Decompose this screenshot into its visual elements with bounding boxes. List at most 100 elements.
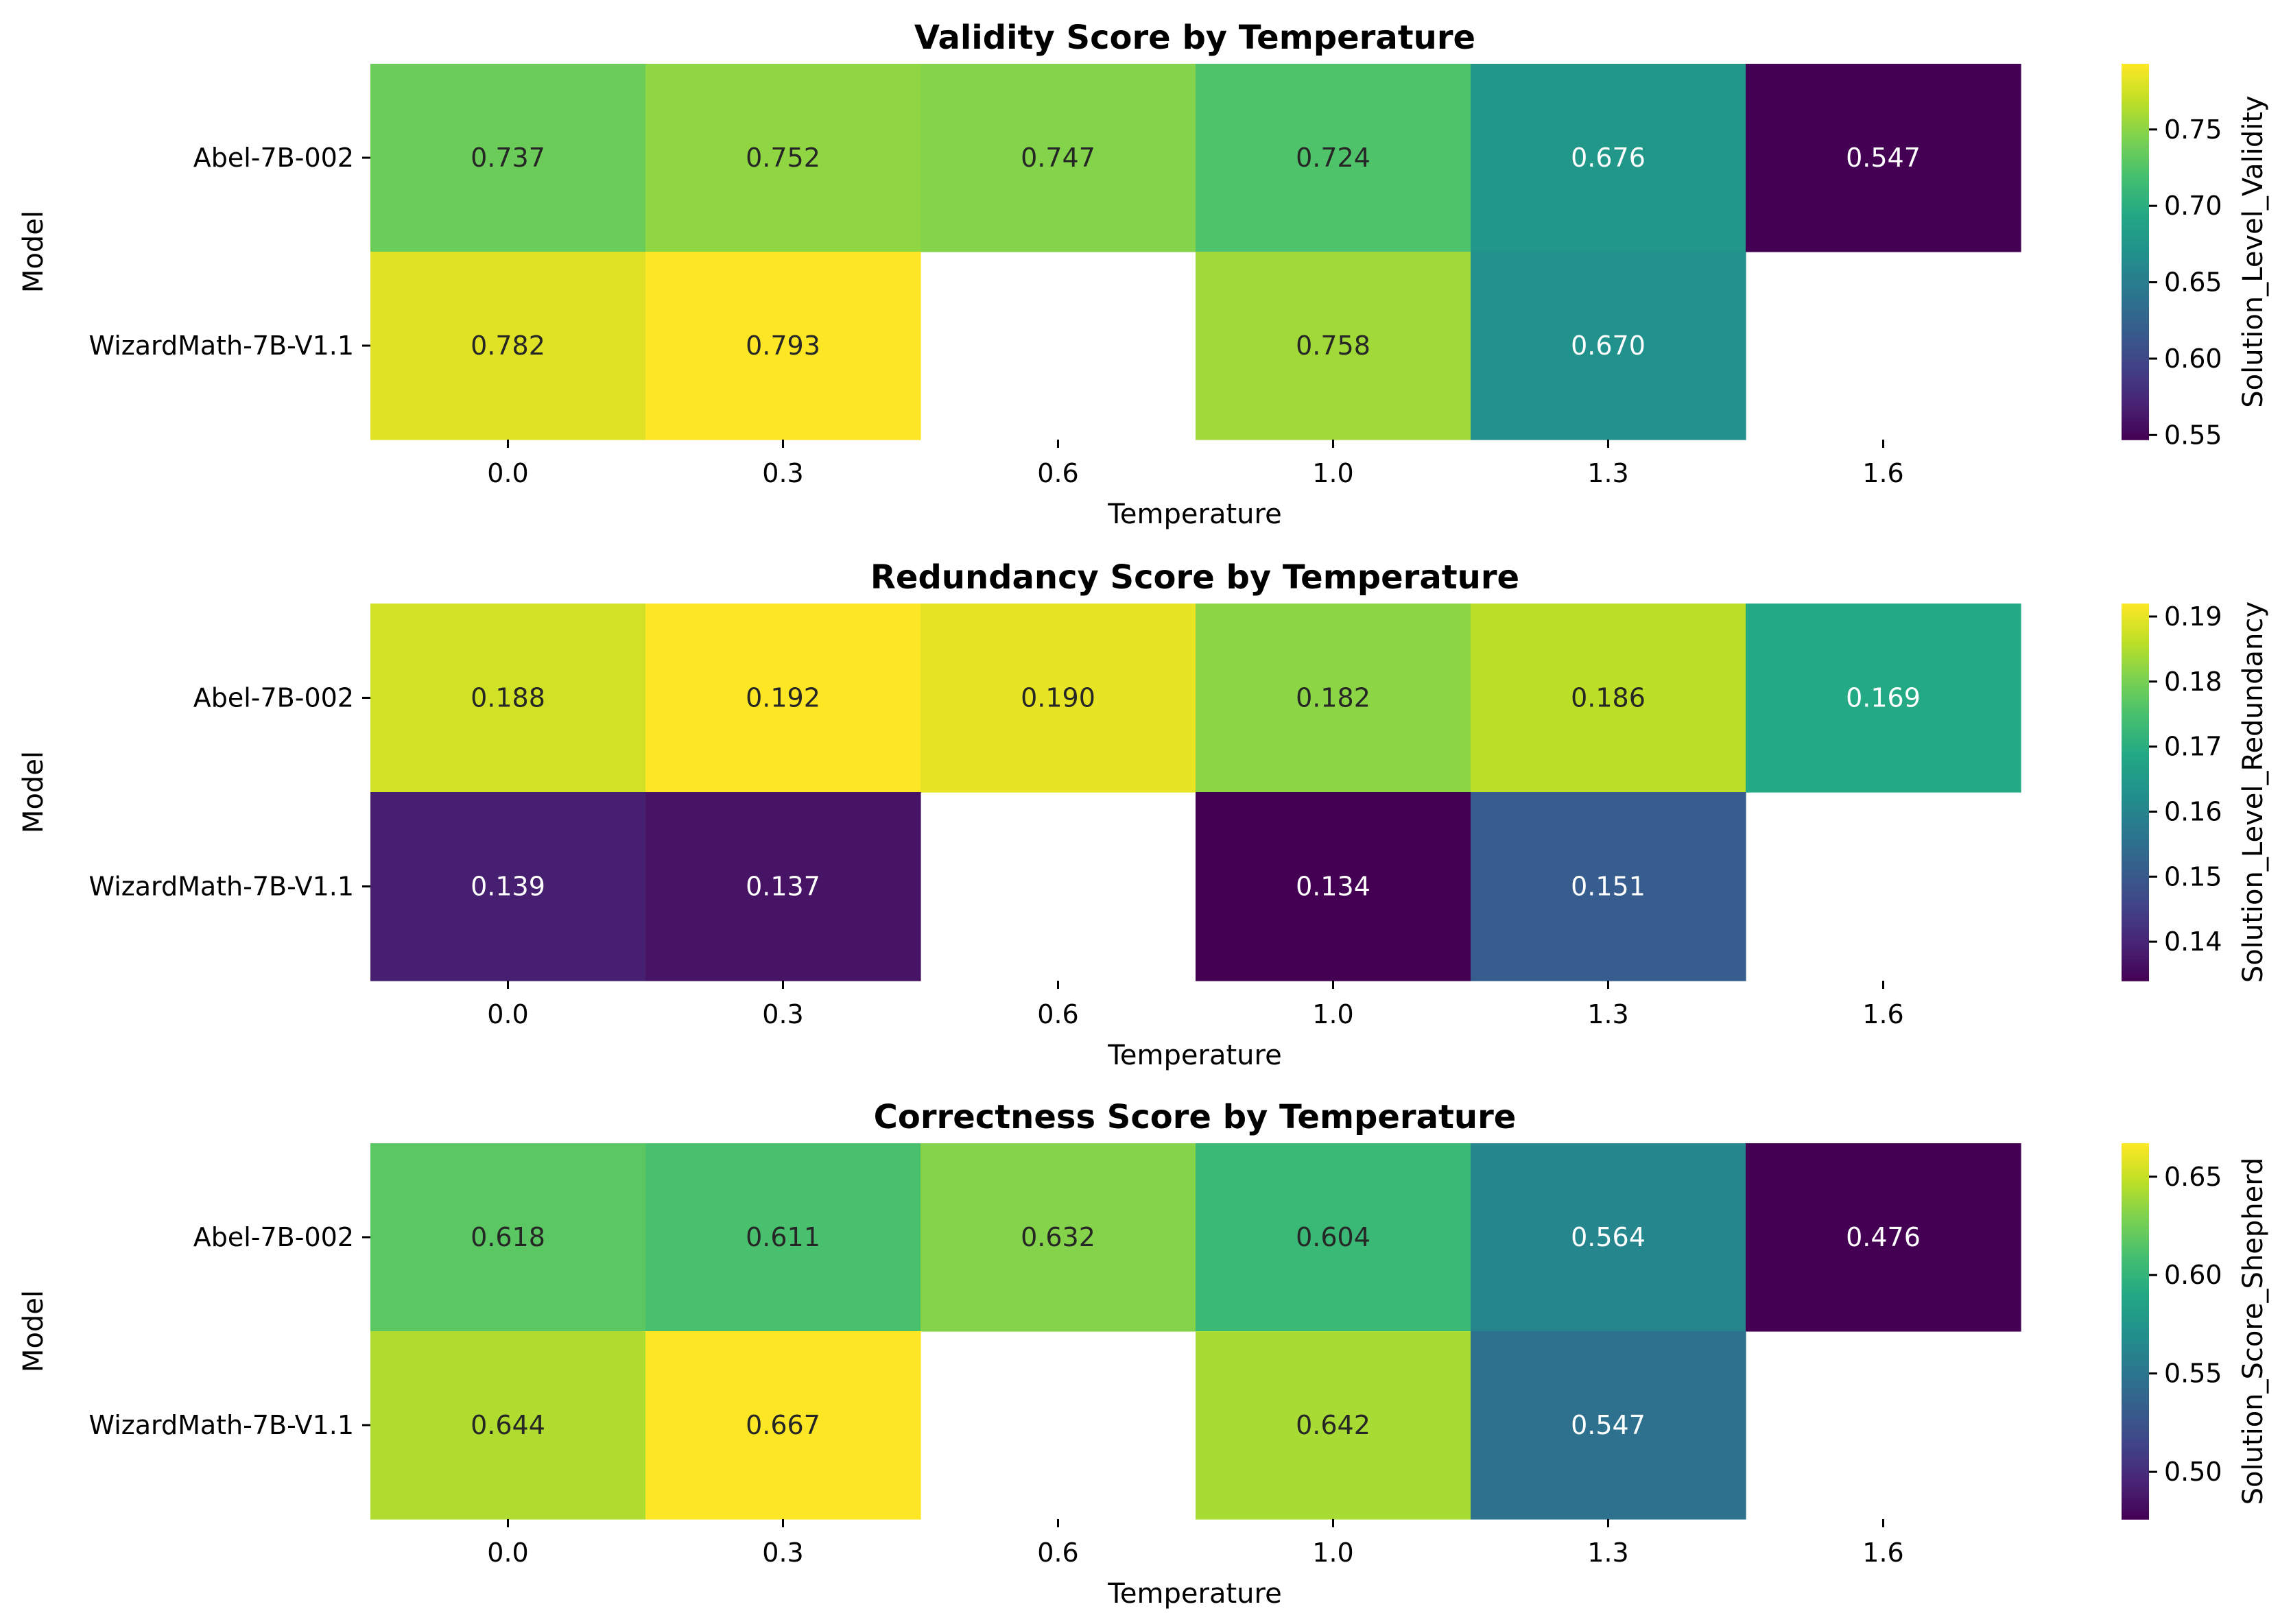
colorbar-segment [2122, 348, 2149, 353]
colorbar-segment [2122, 1162, 2149, 1166]
colorbar-segment [2122, 685, 2149, 689]
colorbar-segment [2122, 208, 2149, 212]
colorbar-segment [2122, 1250, 2149, 1254]
colorbar-segment [2122, 1462, 2149, 1467]
x-tick-label: 0.6 [1037, 458, 1078, 488]
colorbar-segment [2122, 870, 2149, 874]
colorbar-segment [2122, 85, 2149, 90]
colorbar-segment [2122, 663, 2149, 667]
colorbar-segment [2122, 164, 2149, 168]
colorbar-segment [2122, 248, 2149, 252]
cell-value-label: 0.670 [1571, 331, 1646, 361]
colorbar-segment [2122, 358, 2149, 362]
colorbar-segment [2122, 691, 2149, 695]
colorbar-segment [2122, 101, 2149, 106]
colorbar-segment [2122, 176, 2149, 180]
colorbar-segment [2122, 638, 2149, 642]
colorbar-segment [2122, 64, 2149, 68]
colorbar-segment [2122, 1190, 2149, 1194]
colorbar-segment [2122, 666, 2149, 671]
heatmap-cell [1471, 252, 1746, 440]
colorbar-segment [2122, 402, 2149, 406]
colorbar-segment [2122, 1331, 2149, 1335]
colorbar-segment [2122, 308, 2149, 312]
colorbar-segment [2122, 370, 2149, 374]
cell-value-label: 0.134 [1296, 872, 1370, 902]
colorbar-segment [2122, 261, 2149, 265]
x-tick-label: 1.6 [1862, 999, 1903, 1029]
colorbar-segment [2122, 236, 2149, 240]
colorbar-segment [2122, 98, 2149, 102]
colorbar-segment [2122, 971, 2149, 975]
colorbar-segment [2122, 1346, 2149, 1351]
colorbar-segment [2122, 701, 2149, 705]
colorbar-segment [2122, 710, 2149, 715]
cell-value-label: 0.611 [746, 1222, 820, 1252]
colorbar-segment [2122, 748, 2149, 752]
colorbar-label: Solution_Score_Shepherd [2237, 1158, 2269, 1505]
colorbar-segment [2122, 123, 2149, 128]
y-tick-label: WizardMath-7B-V1.1 [88, 872, 354, 902]
colorbar-segment [2122, 264, 2149, 268]
colorbar-segment [2122, 1246, 2149, 1251]
colorbar-segment [2122, 1328, 2149, 1332]
colorbar-segment [2122, 704, 2149, 708]
cell-value-label: 0.644 [471, 1410, 545, 1440]
colorbar-segment [2122, 1516, 2149, 1520]
colorbar-tick-label: 0.14 [2164, 927, 2222, 957]
colorbar-segment [2122, 1490, 2149, 1495]
colorbar-tick-label: 0.17 [2164, 732, 2222, 762]
colorbar-segment [2122, 333, 2149, 337]
colorbar-segment [2122, 1497, 2149, 1501]
cell-value-label: 0.676 [1571, 143, 1646, 173]
colorbar-segment [2122, 339, 2149, 344]
colorbar-segment [2122, 1337, 2149, 1341]
colorbar-segment [2122, 1156, 2149, 1160]
cell-value-label: 0.667 [746, 1410, 820, 1440]
colorbar-segment [2122, 198, 2149, 202]
colorbar-tick-label: 0.16 [2164, 796, 2222, 826]
colorbar-segment [2122, 280, 2149, 284]
colorbar-segment [2122, 876, 2149, 881]
colorbar-segment [2122, 79, 2149, 84]
colorbar-tick-label: 0.65 [2164, 1162, 2222, 1192]
colorbar-segment [2122, 735, 2149, 739]
colorbar-segment [2122, 214, 2149, 218]
colorbar-segment [2122, 920, 2149, 925]
heatmap-cell [370, 64, 646, 252]
colorbar-segment [2122, 1293, 2149, 1298]
colorbar-segment [2122, 1362, 2149, 1367]
colorbar-segment [2122, 117, 2149, 121]
colorbar-label: Solution_Level_Redundancy [2237, 601, 2269, 983]
colorbar-segment [2122, 616, 2149, 620]
colorbar-segment [2122, 167, 2149, 171]
colorbar-segment [2122, 1265, 2149, 1269]
heatmap-cell [1196, 792, 1471, 981]
colorbar-tick-label: 0.18 [2164, 667, 2222, 697]
colorbar-segment [2122, 170, 2149, 174]
colorbar-segment [2122, 612, 2149, 617]
heatmap-cell [1471, 792, 1746, 981]
colorbar-segment [2122, 1400, 2149, 1404]
cell-value-label: 0.476 [1846, 1222, 1921, 1252]
heatmap-cell [645, 64, 921, 252]
colorbar-segment [2122, 911, 2149, 916]
heatmap-cell [370, 1331, 646, 1520]
y-axis-label: Model [18, 211, 49, 293]
colorbar-segment [2122, 267, 2149, 272]
colorbar-segment [2122, 833, 2149, 837]
colorbar-segment [2122, 182, 2149, 187]
colorbar-segment [2122, 405, 2149, 409]
colorbar-segment [2122, 836, 2149, 840]
cell-value-label: 0.618 [471, 1222, 545, 1252]
colorbar-segment [2122, 95, 2149, 99]
colorbar-segment [2122, 129, 2149, 134]
colorbar-segment [2122, 804, 2149, 809]
cell-value-label: 0.188 [471, 683, 545, 713]
heatmap-cell [370, 252, 646, 440]
colorbar-segment [2122, 1274, 2149, 1279]
colorbar-segment [2122, 660, 2149, 664]
colorbar-segment [2122, 424, 2149, 428]
cell-value-label: 0.137 [746, 872, 820, 902]
colorbar-segment [2122, 785, 2149, 790]
